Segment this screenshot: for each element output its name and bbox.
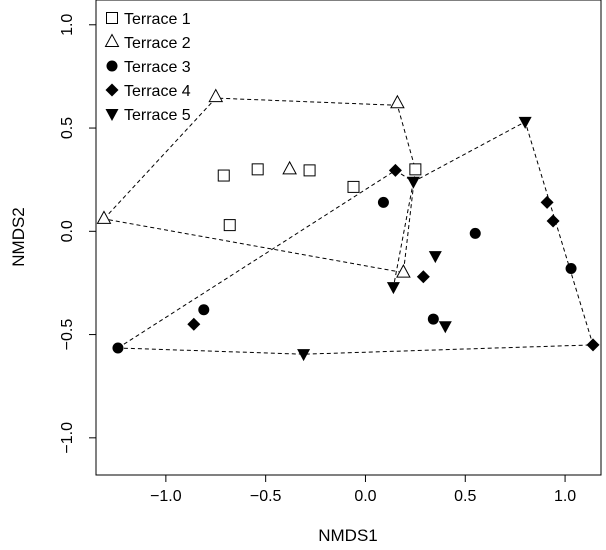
- point-series-2: [390, 94, 405, 109]
- legend-marker-2: [104, 33, 120, 47]
- point-series-5: [518, 116, 532, 129]
- point-series-1: [303, 164, 316, 177]
- legend-label-3: Terrace 3: [124, 59, 191, 76]
- hull-series-5: [392, 181, 414, 288]
- x-tick-label: −1.0: [150, 488, 182, 505]
- point-series-4: [540, 195, 554, 209]
- point-series-4: [586, 338, 600, 352]
- point-series-1: [347, 180, 360, 193]
- point-series-3: [565, 262, 577, 274]
- y-tick-label: −1.0: [59, 422, 76, 454]
- point-series-3: [427, 313, 439, 325]
- y-axis: −1.0 −0.5 0.0 0.5 1.0: [59, 14, 96, 454]
- y-axis-label: NMDS2: [9, 207, 28, 267]
- hull-series-4: [116, 121, 594, 355]
- point-series-1: [409, 163, 422, 176]
- point-series-4: [187, 317, 201, 331]
- plot-frame: [95, 0, 602, 476]
- point-series-4: [546, 214, 560, 228]
- legend-label-5: Terrace 5: [124, 107, 191, 124]
- points-layer: [96, 88, 600, 362]
- point-series-2: [208, 88, 224, 103]
- point-series-3: [377, 196, 389, 208]
- legend-marker-1: [106, 12, 118, 24]
- point-series-3: [198, 304, 210, 316]
- x-axis-label: NMDS1: [318, 526, 378, 545]
- point-series-2: [282, 160, 297, 175]
- point-series-1: [217, 169, 230, 182]
- point-series-4: [388, 163, 402, 177]
- point-series-5: [406, 176, 420, 189]
- point-series-5: [386, 282, 400, 295]
- point-series-2: [96, 210, 112, 224]
- x-tick-label: −0.5: [250, 488, 282, 505]
- x-axis: −1.0 −0.5 0.0 0.5 1.0: [150, 475, 576, 505]
- legend-marker-4: [105, 83, 119, 97]
- point-series-2: [396, 264, 411, 278]
- point-series-3: [112, 342, 124, 354]
- x-tick-label: 1.0: [554, 488, 576, 505]
- point-series-3: [469, 227, 481, 239]
- hull-series-2: [103, 97, 416, 274]
- x-tick-label: 0.0: [354, 488, 376, 505]
- point-series-1: [223, 219, 236, 232]
- legend-marker-5: [105, 109, 119, 121]
- hull-layer: [103, 97, 594, 355]
- y-tick-label: 0.0: [59, 220, 76, 242]
- legend-label-1: Terrace 1: [124, 11, 191, 28]
- point-series-5: [438, 321, 452, 334]
- legend-marker-3: [106, 60, 118, 72]
- point-series-5: [297, 349, 311, 362]
- legend-label-2: Terrace 2: [124, 35, 191, 52]
- y-tick-label: 1.0: [59, 14, 76, 36]
- y-tick-label: −0.5: [59, 319, 76, 351]
- point-series-4: [416, 270, 430, 284]
- legend-label-4: Terrace 4: [124, 83, 191, 100]
- point-series-1: [251, 163, 264, 176]
- legend: Terrace 1 Terrace 2 Terrace 3 Terrace 4 Terr…: [104, 11, 191, 124]
- y-tick-label: 0.5: [59, 117, 76, 139]
- x-tick-label: 0.5: [454, 488, 476, 505]
- point-series-5: [428, 251, 442, 264]
